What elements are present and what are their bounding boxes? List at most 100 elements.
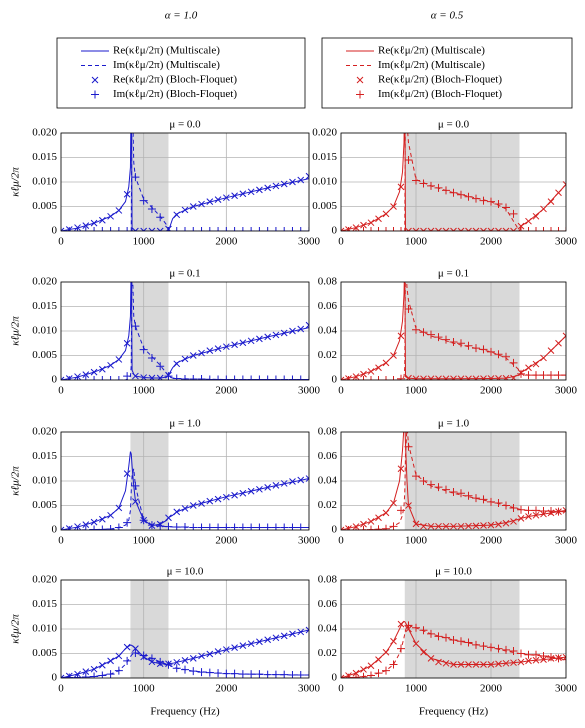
y-tick-label: 0 [332,374,338,386]
series-marker [412,640,420,648]
series-marker [510,374,517,380]
series-marker [494,644,503,653]
series-marker [442,659,450,667]
series-marker [434,483,443,492]
series-marker [247,337,255,345]
series-marker [198,500,205,507]
series-marker [344,376,353,380]
series-marker [374,227,383,231]
legend-marker [356,76,364,84]
series-marker [263,670,272,678]
series-marker [247,487,255,495]
series-marker [90,672,99,678]
series-marker [206,198,214,205]
series-marker [256,186,263,194]
series-marker [123,339,131,347]
series-marker [524,371,533,380]
series-marker [404,304,413,313]
series-marker [464,341,473,350]
y-axis-label: κℓμ/2π [10,167,22,197]
series-marker [472,661,480,668]
series-marker [405,374,412,380]
series-marker [264,484,272,491]
series-marker [562,507,566,516]
series-marker [389,376,398,380]
series-marker [412,375,420,380]
series-marker [305,172,309,180]
series-marker [450,375,457,380]
series-marker [517,505,525,514]
x-tick-label: 2000 [215,236,238,248]
series-marker [457,637,465,646]
series-marker [420,227,427,231]
series-marker [367,227,375,231]
series-marker [404,155,413,164]
series-marker [82,371,90,378]
series-marker [502,203,510,212]
panel: 0 1000 2000 3000 0 0.005 0.010 0.015 0.020 μ = 0.… [312,119,577,248]
series-marker [495,660,502,668]
series-marker [165,514,172,522]
data-layer [61,451,309,530]
series-marker [404,442,413,451]
legend-marker [91,90,99,99]
series-marker [517,658,525,666]
series-marker [360,666,367,673]
series-marker [487,643,495,652]
series-marker [539,651,548,660]
series-marker [472,227,480,231]
y-tick-label: 0.010 [312,176,337,188]
x-tick-label: 0 [58,385,64,397]
y-axis-label: κℓμ/2π [10,614,22,644]
series-marker [197,523,206,530]
series-marker [480,375,487,380]
series-marker [206,497,214,505]
series-marker [239,642,247,650]
y-axis-label: κℓμ/2π [10,316,22,346]
series-marker [230,375,239,380]
series-marker [172,664,181,673]
series-marker [524,227,533,231]
series-marker [107,657,114,665]
series-marker [465,375,472,380]
series-marker [272,182,280,190]
series-marker [98,216,106,224]
series-marker [247,640,255,648]
y-tick-label: 0.010 [32,475,57,487]
series-marker [205,227,214,231]
axes-frame [340,132,567,232]
series-marker [555,189,562,197]
series-marker [495,375,502,380]
series-marker [517,515,525,522]
series-marker [464,491,473,500]
series-marker [341,526,345,530]
series-marker [139,516,148,525]
series-marker [189,203,197,210]
series-marker [375,514,382,522]
series-marker [164,522,173,530]
x-tick-label: 1000 [405,385,428,397]
series-marker [90,219,98,227]
series-marker [487,521,495,529]
series-marker [65,673,74,678]
data-layer [61,626,309,678]
legend-label: Im(κℓμ/2π) (Multiscale) [113,59,220,71]
series-marker [427,227,435,231]
axes-frame [340,579,567,679]
series-marker [148,374,156,380]
series-marker [264,636,272,644]
series-marker [352,669,360,677]
series-marker [289,630,296,638]
series-marker [389,522,398,530]
panel-title: μ = 10.0 [435,566,472,578]
series-marker [382,227,390,231]
series-marker [397,644,405,653]
panel: 0 1000 2000 3000 0 0.02 0.04 0.06 0.08 μ = 0.1 [318,268,578,397]
series-marker [173,211,181,219]
series-marker [98,525,107,530]
series-marker [189,227,198,231]
series-marker [412,176,420,185]
y-tick-label: 0.010 [32,325,57,337]
series-marker [61,526,65,530]
series-marker [397,620,405,628]
